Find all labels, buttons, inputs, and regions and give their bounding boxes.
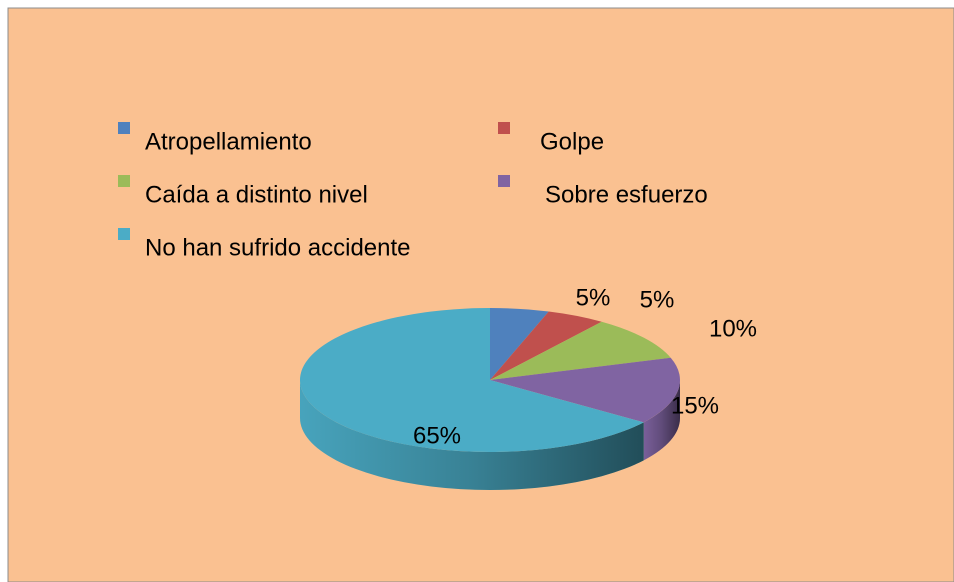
pie-slice (300, 308, 644, 452)
data-label: 10% (709, 315, 757, 342)
pie-side-shade (643, 380, 680, 461)
legend-swatch (498, 175, 510, 187)
pie-slice (490, 311, 602, 380)
legend-label: Golpe (540, 128, 604, 155)
data-label: 15% (671, 392, 719, 419)
legend-label: Atropellamiento (145, 128, 312, 155)
pie-slice (490, 308, 549, 380)
data-label: 5% (576, 284, 611, 311)
data-label: 65% (413, 422, 461, 449)
legend-label: No han sufrido accidente (145, 234, 411, 261)
pie-slice (490, 321, 671, 380)
legend-swatch (498, 122, 510, 134)
pie-slice (490, 357, 680, 423)
legend-label: Caída a distinto nivel (145, 181, 368, 208)
chart-area (7, 7, 954, 582)
data-label: 5% (640, 286, 675, 313)
legend-swatch (118, 175, 130, 187)
legend-swatch (118, 228, 130, 240)
pie-side-shade (300, 380, 644, 490)
legend-swatch (118, 122, 130, 134)
legend-label: Sobre esfuerzo (545, 181, 708, 208)
